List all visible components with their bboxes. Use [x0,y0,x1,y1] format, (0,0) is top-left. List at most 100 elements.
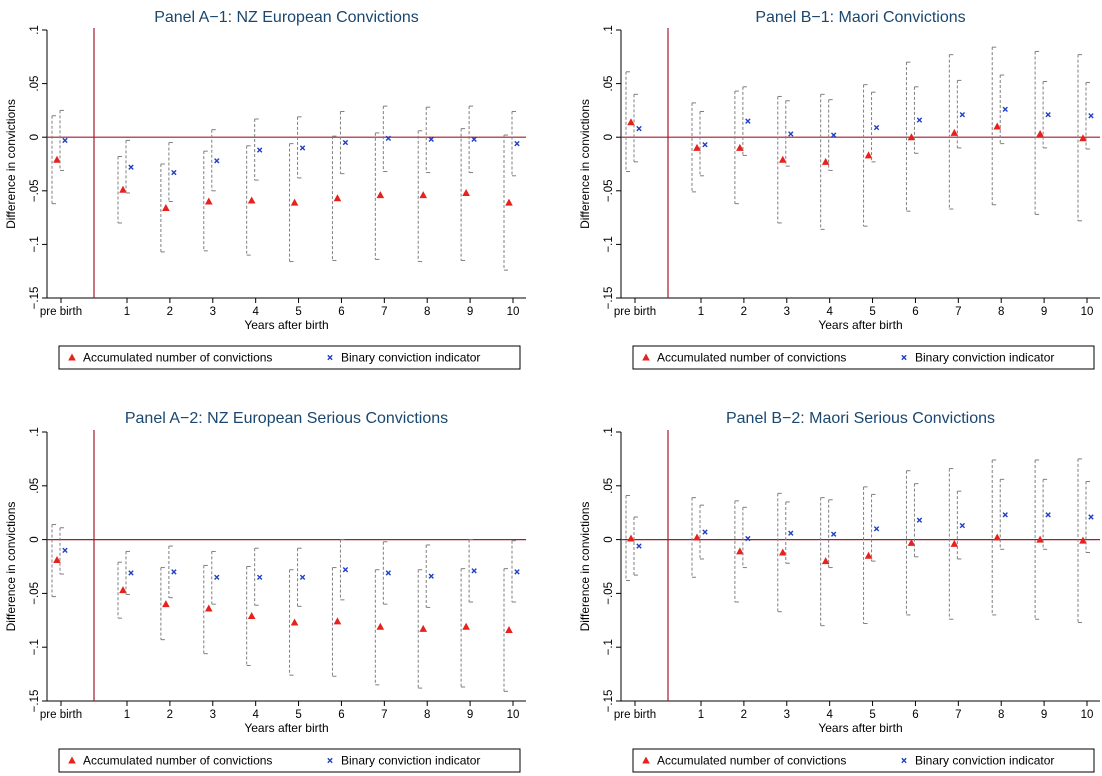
x-tick-label: 4 [252,709,259,721]
point-triangle [333,617,342,625]
point-x [342,139,349,146]
y-tick-label: −.1 [603,236,615,252]
point-triangle [993,122,1002,130]
chart-panel-4: Panel B−2: Maori Serious Convictions .1 .0… [578,410,1100,773]
point-x [428,573,434,579]
point-x [299,145,306,151]
point-triangle [693,143,701,151]
point-x [636,543,642,549]
point-x [62,137,68,144]
point-triangle [993,533,1002,541]
point-triangle [1079,134,1087,142]
point-triangle [162,203,170,211]
y-axis-label: Difference in convictions [578,99,592,229]
point-triangle [204,604,213,612]
y-axis-label: Difference in convictions [4,99,18,229]
x-tick-label: 8 [998,306,1004,318]
x-tick-label: 7 [955,709,961,721]
point-x [385,570,392,576]
point-x [214,158,220,164]
point-x [1088,113,1094,119]
point-triangle [864,551,873,559]
point-x [471,568,477,574]
y-tick-label: −.15 [603,287,615,310]
legend-box [632,748,1095,773]
x-tick-label: 5 [295,306,301,318]
x-tick-label: 10 [1081,306,1094,318]
x-tick-label: 10 [507,709,520,721]
point-triangle [1036,535,1044,543]
x-tick-label: 6 [912,306,918,318]
legend-label: Binary conviction indicator [915,351,1054,365]
point-triangle [505,198,513,206]
x-axis-label: Years after birth [244,721,328,735]
point-x [428,136,434,143]
legend-box [58,345,521,370]
point-x [128,164,134,170]
point-x [873,124,880,131]
y-axis-label: Difference in convictions [4,502,18,632]
x-tick-label: 2 [741,306,747,318]
y-tick-label: −.05 [603,179,615,202]
chart-panel-3: Panel A−2: NZ European Serious Convictio… [4,410,526,773]
legend-triangle-marker [68,756,76,764]
point-x [171,169,177,176]
y-axis-label: Difference in convictions [578,502,592,632]
series-1 [51,115,513,271]
legend-label: Accumulated number of convictions [657,754,846,768]
point-triangle [778,548,787,556]
x-tick-label: 9 [467,709,473,721]
point-triangle [693,533,701,541]
point-triangle [462,188,470,196]
x-tick-label: 5 [869,306,875,318]
x-tick-label: 7 [955,306,961,318]
point-triangle [53,155,61,163]
x-tick-label: 3 [784,709,790,721]
series-1 [625,458,1087,627]
point-x [830,531,837,537]
point-triangle [778,155,787,163]
point-x [873,526,880,532]
point-triangle [376,622,385,630]
x-tick-label: 7 [381,709,387,721]
point-triangle [505,625,513,633]
point-triangle [736,547,744,555]
x-tick-label: 6 [338,306,344,318]
point-triangle [290,618,299,626]
y-tick-label: .05 [29,76,41,92]
x-tick-label: pre birth [40,306,82,318]
point-triangle [1036,129,1044,137]
point-x [1002,106,1008,113]
x-tick-label: 3 [784,306,790,318]
point-x [745,118,751,124]
legend-x-marker [901,354,907,361]
series-2 [633,478,1094,576]
x-tick-label: 4 [826,306,833,318]
y-tick-label: 0 [603,134,615,140]
x-tick-label: 4 [252,306,259,318]
legend-label: Binary conviction indicator [915,754,1054,768]
legend: Accumulated number of convictions Binary … [58,345,521,370]
x-tick-label: 3 [210,709,216,721]
panel-title: Panel B−2: Maori Serious Convictions [726,410,995,427]
point-x [702,529,708,535]
y-tick-label: .1 [603,427,615,437]
x-tick-label: 9 [1041,709,1047,721]
series-1 [51,524,513,692]
x-tick-label: 6 [338,709,344,721]
x-tick-label: 2 [167,306,173,318]
panel-title: Panel A−1: NZ European Convictions [154,9,419,26]
series-2 [59,105,520,203]
point-x [214,574,220,580]
point-x [385,135,392,141]
legend-label: Accumulated number of convictions [83,351,272,365]
point-x [636,125,642,132]
y-tick-label: .05 [603,478,615,494]
y-tick-label: −.1 [29,639,41,655]
x-axis-label: Years after birth [818,318,902,332]
point-x [959,111,966,118]
legend: Accumulated number of convictions Binary … [632,748,1095,773]
point-triangle [376,191,385,199]
x-tick-label: 8 [424,306,430,318]
point-x [745,535,751,542]
